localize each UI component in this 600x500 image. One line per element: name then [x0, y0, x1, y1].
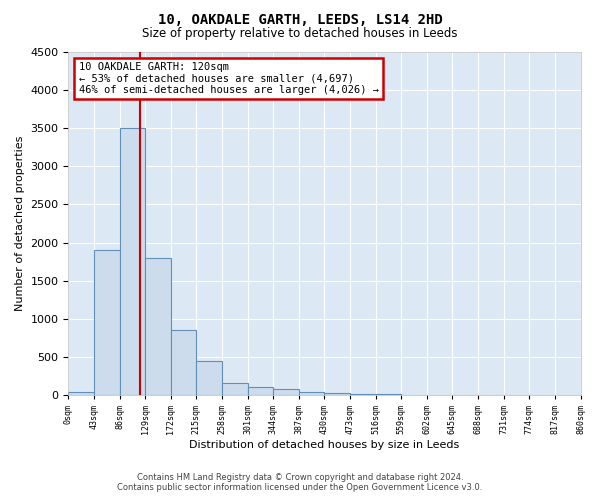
Text: Size of property relative to detached houses in Leeds: Size of property relative to detached ho… [142, 28, 458, 40]
Bar [350, 394, 376, 396]
X-axis label: Distribution of detached houses by size in Leeds: Distribution of detached houses by size … [190, 440, 460, 450]
Bar [68, 392, 94, 396]
Text: 10 OAKDALE GARTH: 120sqm
← 53% of detached houses are smaller (4,697)
46% of sem: 10 OAKDALE GARTH: 120sqm ← 53% of detach… [79, 62, 379, 95]
Bar [248, 387, 273, 396]
Bar [119, 128, 145, 396]
Bar [94, 250, 119, 396]
Bar [299, 392, 325, 396]
Bar [325, 393, 350, 396]
Bar [145, 258, 171, 396]
Bar [222, 383, 248, 396]
Bar [171, 330, 196, 396]
Bar [196, 361, 222, 396]
Text: Contains HM Land Registry data © Crown copyright and database right 2024.
Contai: Contains HM Land Registry data © Crown c… [118, 473, 482, 492]
Bar [376, 394, 401, 396]
Text: 10, OAKDALE GARTH, LEEDS, LS14 2HD: 10, OAKDALE GARTH, LEEDS, LS14 2HD [158, 12, 442, 26]
Bar [427, 395, 452, 396]
Bar [401, 394, 427, 396]
Y-axis label: Number of detached properties: Number of detached properties [15, 136, 25, 311]
Bar [273, 390, 299, 396]
